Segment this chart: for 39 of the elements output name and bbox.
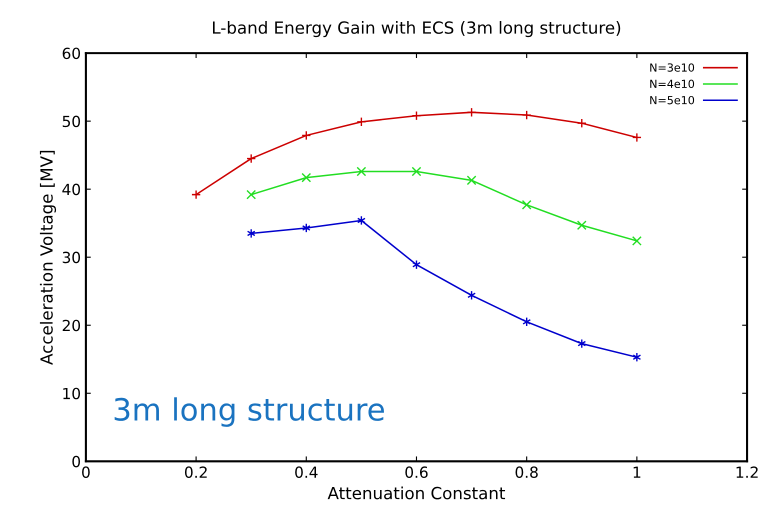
y-tick-label: 40 xyxy=(62,184,80,196)
x-tick-label: 0 xyxy=(82,466,90,478)
y-axis-title: Acceleration Voltage [MV] xyxy=(40,150,56,365)
point xyxy=(576,118,587,128)
point xyxy=(522,110,532,120)
point xyxy=(522,200,532,210)
legend-label: N=3e10 xyxy=(650,63,694,72)
point xyxy=(356,166,366,176)
y-tick-label: 10 xyxy=(63,388,80,400)
x-tick-label: 1.2 xyxy=(736,466,758,478)
point xyxy=(466,175,476,186)
point xyxy=(412,110,422,121)
x-tick-label: 0.8 xyxy=(516,466,538,478)
point xyxy=(301,172,312,182)
annotation: 3m long structure xyxy=(114,397,384,427)
point xyxy=(412,166,422,176)
legend-label: N=5e10 xyxy=(650,96,694,104)
chart-title: L-band Energy Gain with ECS (3m long structure) xyxy=(212,21,620,38)
x-axis-title: Attenuation Constant xyxy=(328,486,506,500)
y-tick-label: 20 xyxy=(62,320,80,332)
point xyxy=(632,236,642,246)
point xyxy=(576,220,587,230)
x-tick-label: 0.4 xyxy=(295,466,318,478)
point xyxy=(246,190,256,200)
y-tick-label: 60 xyxy=(62,48,80,60)
point xyxy=(301,130,312,140)
point xyxy=(356,116,366,127)
point xyxy=(467,290,476,300)
legend-label: N=4e10 xyxy=(650,80,694,88)
point xyxy=(246,154,256,164)
point xyxy=(632,132,642,142)
y-tick-label: 0 xyxy=(72,456,80,468)
x-tick-label: 0.2 xyxy=(184,466,207,478)
x-tick-label: 1 xyxy=(634,466,640,478)
y-tick-label: 50 xyxy=(62,116,80,128)
x-tick-label: 0.6 xyxy=(405,466,428,478)
y-tick-label: 30 xyxy=(62,252,80,264)
point xyxy=(466,107,476,118)
point xyxy=(191,190,201,200)
